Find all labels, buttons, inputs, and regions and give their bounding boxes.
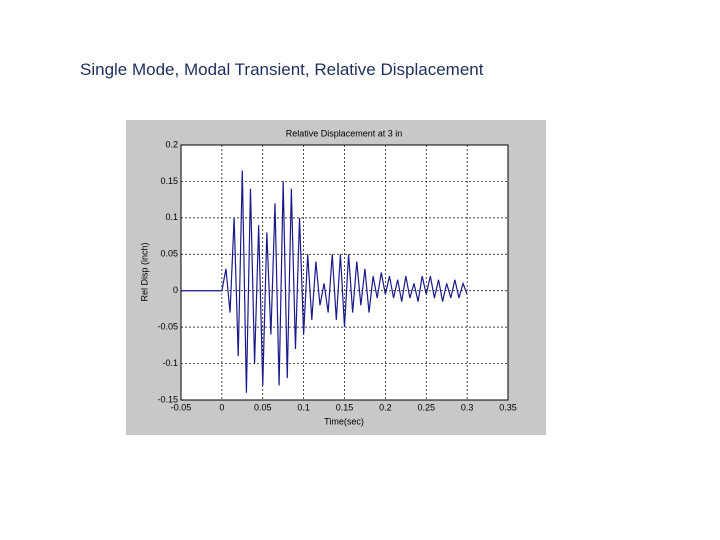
x-tick-label: 0.15 [336,402,354,412]
y-tick-label: 0 [173,285,178,295]
x-tick-label: 0.1 [297,402,310,412]
x-tick-label: 0.2 [379,402,392,412]
y-tick-label: -0.15 [157,394,178,404]
x-axis-label: Time(sec) [324,416,364,426]
y-tick-label: 0.2 [165,139,178,149]
x-tick-label: -0.05 [171,402,192,412]
y-tick-label: 0.15 [160,176,178,186]
x-tick-label: 0.3 [461,402,474,412]
y-tick-label: 0.1 [165,212,178,222]
data-line [181,170,468,393]
x-tick-label: 0 [219,402,224,412]
y-tick-label: 0.05 [160,249,178,259]
y-axis-label: Rel Disp (inch) [139,242,149,301]
x-tick-label: 0.05 [254,402,272,412]
x-tick-label: 0.35 [499,402,517,412]
y-tick-label: -0.05 [157,322,178,332]
slide-title: Single Mode, Modal Transient, Relative D… [80,60,484,79]
y-tick-label: -0.1 [162,358,178,368]
chart-title: Relative Displacement at 3 in [286,128,403,138]
x-tick-label: 0.25 [417,402,435,412]
